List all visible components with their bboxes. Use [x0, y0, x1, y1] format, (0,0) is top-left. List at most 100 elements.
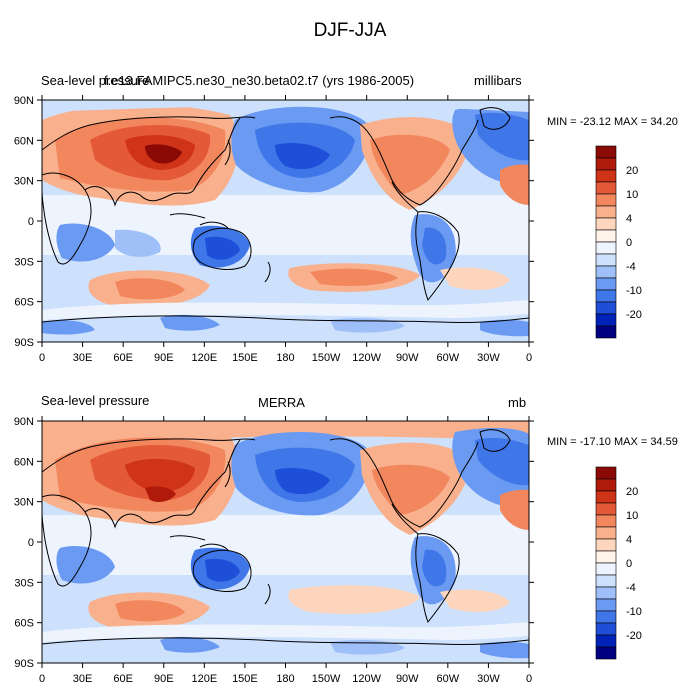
colorbar-swatch — [595, 301, 617, 315]
lat-label: 0 — [28, 537, 34, 549]
lat-label: 60S — [14, 618, 34, 630]
lon-label: 120W — [352, 673, 381, 685]
colorbar-label: -20 — [626, 309, 642, 321]
colorbar-swatch — [595, 646, 617, 660]
colorbar-label: 20 — [626, 486, 638, 498]
colorbar-label: -4 — [626, 582, 636, 594]
colorbar-label: 10 — [626, 510, 638, 522]
lon-label: 150E — [232, 352, 258, 364]
panel1-center-title: f.e13.FAMIPC5.ne30_ne30.beta02.t7 (yrs 1… — [104, 73, 415, 88]
lon-label: 120E — [191, 673, 217, 685]
panel2-coastlines — [42, 429, 529, 646]
colorbar-swatch — [595, 241, 617, 255]
lon-label: 0 — [39, 673, 45, 685]
lon-label: 60E — [113, 673, 133, 685]
lon-label: 0 — [39, 352, 45, 364]
axes-layer: 90N 60N 30N 0 30S 60S 90S 0 30E 60E 90E 120E 150E 180… — [14, 95, 534, 685]
colorbar-swatch — [595, 550, 617, 564]
colorbar-swatch — [595, 610, 617, 624]
lat-label: 60S — [14, 297, 34, 309]
colorbar-label: 4 — [626, 213, 632, 225]
colorbar-swatch — [595, 313, 617, 327]
colorbar-swatch — [595, 502, 617, 516]
lon-label: 30W — [477, 673, 500, 685]
lat-label: 90N — [14, 416, 34, 428]
lon-label: 60W — [437, 352, 460, 364]
lat-label: 60N — [14, 135, 34, 147]
colorbar-swatch — [595, 217, 617, 231]
panel2-left-title: Sea-level pressure — [41, 393, 150, 408]
lon-label: 0 — [526, 352, 532, 364]
panel1-coastlines — [42, 107, 529, 324]
panel2-map — [42, 421, 529, 663]
colorbar-swatch — [595, 205, 617, 219]
colorbar-swatch — [595, 157, 617, 171]
panel1-stats: MIN = -23.12 MAX = 34.20 — [547, 116, 678, 128]
colorbar-swatch — [595, 325, 617, 339]
colorbar-swatch — [595, 562, 617, 576]
lat-label: 30N — [14, 497, 34, 509]
colorbar-label: 0 — [626, 558, 632, 570]
panel1-map — [42, 100, 529, 342]
lon-label: 150W — [312, 673, 341, 685]
panel2-center-title: MERRA — [258, 395, 305, 410]
lon-label: 180 — [276, 352, 294, 364]
lon-label: 180 — [276, 673, 294, 685]
colorbar-swatch — [595, 229, 617, 243]
lon-label: 90W — [396, 673, 419, 685]
lon-label: 60E — [113, 352, 133, 364]
colorbar-swatch — [595, 169, 617, 183]
colorbar-label: 0 — [626, 237, 632, 249]
panel2-stats: MIN = -17.10 MAX = 34.59 — [547, 436, 678, 448]
lat-label: 90N — [14, 95, 34, 107]
lon-label: 0 — [526, 673, 532, 685]
colorbar-swatch — [595, 478, 617, 492]
colorbar-label: -10 — [626, 285, 642, 297]
colorbar-swatch — [595, 634, 617, 648]
lat-label: 30N — [14, 176, 34, 188]
colorbar-swatch — [595, 289, 617, 303]
colorbar-label: -10 — [626, 606, 642, 618]
colorbar-swatch — [595, 622, 617, 636]
lon-label: 90E — [154, 352, 174, 364]
lon-label: 30E — [73, 352, 93, 364]
colorbar-label: 4 — [626, 534, 632, 546]
colorbar-label: 10 — [626, 189, 638, 201]
colorbar-layer: 20 10 4 0 -4 -10 -20 20 10 4 0 -4 -10 -20 — [595, 145, 642, 660]
colorbar-swatch — [595, 574, 617, 588]
colorbar-swatch — [595, 145, 617, 159]
panel2-units: mb — [508, 395, 527, 410]
colorbar-swatch — [595, 514, 617, 528]
colorbar-label: -20 — [626, 630, 642, 642]
lon-label: 150W — [312, 352, 341, 364]
lon-label: 60W — [437, 673, 460, 685]
lon-label: 30E — [73, 673, 93, 685]
lat-label: 90S — [14, 658, 34, 670]
lon-label: 90E — [154, 673, 174, 685]
panel1-units: millibars — [474, 73, 522, 88]
lat-label: 0 — [28, 216, 34, 228]
figure-title: DJF-JJA — [313, 20, 387, 41]
colorbar-swatch — [595, 598, 617, 612]
colorbar-swatch — [595, 181, 617, 195]
colorbar-swatch — [595, 277, 617, 291]
colorbar-swatch — [595, 526, 617, 540]
lat-label: 30S — [14, 256, 34, 268]
colorbar-swatch — [595, 586, 617, 600]
colorbar-swatch — [595, 538, 617, 552]
colorbar-label: 20 — [626, 165, 638, 177]
colorbar-swatch — [595, 490, 617, 504]
lon-label: 90W — [396, 352, 419, 364]
lon-label: 150E — [232, 673, 258, 685]
colorbar-label: -4 — [626, 261, 636, 273]
lon-label: 30W — [477, 352, 500, 364]
panel1-left-title: Sea-level pressure — [41, 73, 150, 88]
lon-label: 120E — [191, 352, 217, 364]
colorbar-swatch — [595, 265, 617, 279]
colorbar-swatch — [595, 193, 617, 207]
lat-label: 30S — [14, 577, 34, 589]
lat-label: 90S — [14, 337, 34, 349]
colorbar-swatch — [595, 466, 617, 480]
lon-label: 120W — [352, 352, 381, 364]
